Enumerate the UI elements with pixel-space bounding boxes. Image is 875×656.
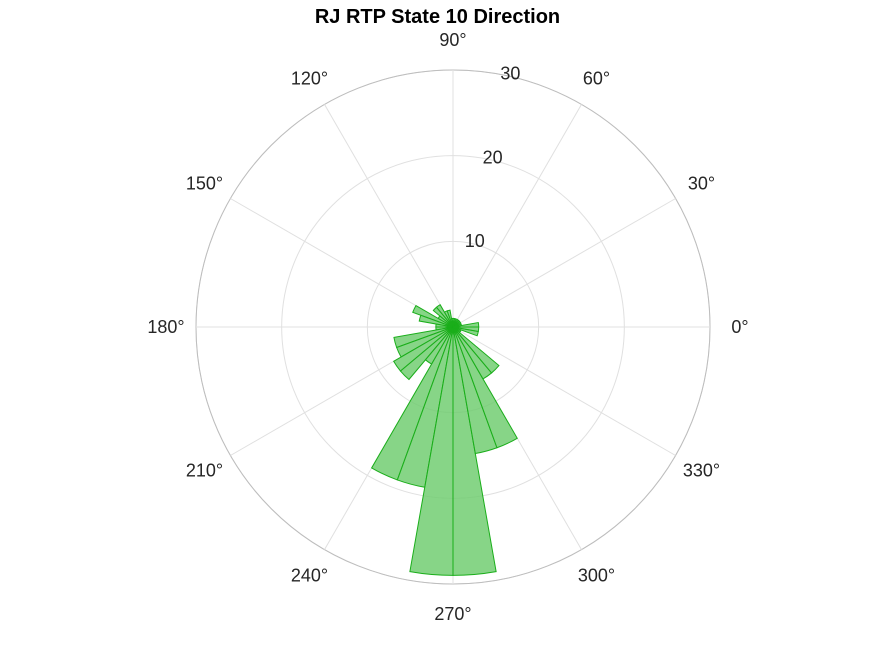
angle-label-0: 0° (731, 317, 748, 337)
spoke-330 (452, 326, 676, 456)
histogram-bars (370, 304, 518, 576)
bar-160-170 (418, 314, 454, 328)
angle-label-210: 210° (186, 461, 223, 481)
angle-label-240: 240° (291, 566, 328, 586)
chart-title: RJ RTP State 10 Direction (314, 6, 561, 28)
bar-130-140 (432, 306, 454, 328)
spoke-30 (452, 198, 676, 328)
spoke-120 (324, 104, 454, 328)
angle-label-180: 180° (147, 317, 184, 337)
r-label-20: 20 (483, 147, 503, 167)
angle-label-90: 90° (439, 30, 466, 50)
bar-220-230 (399, 326, 454, 381)
bar-310-320 (452, 326, 500, 374)
bar-350-360 (452, 326, 480, 333)
angle-label-150: 150° (186, 174, 223, 194)
angle-label-330: 330° (683, 461, 720, 481)
angle-label-300: 300° (578, 566, 615, 586)
angle-label-270: 270° (434, 604, 471, 624)
bar-290-300 (452, 326, 518, 449)
spoke-60 (452, 104, 582, 328)
axis-labels: 0° 30° 60° 90° 120° 150° 180° 210° 240° 270° 300° 3… (147, 30, 748, 624)
bar-150-160 (412, 304, 454, 328)
r-label-30: 30 (500, 64, 520, 84)
angle-label-120: 120° (291, 69, 328, 89)
r-label-10: 10 (465, 231, 485, 251)
angle-label-60: 60° (583, 69, 610, 89)
angle-label-30: 30° (688, 174, 715, 194)
